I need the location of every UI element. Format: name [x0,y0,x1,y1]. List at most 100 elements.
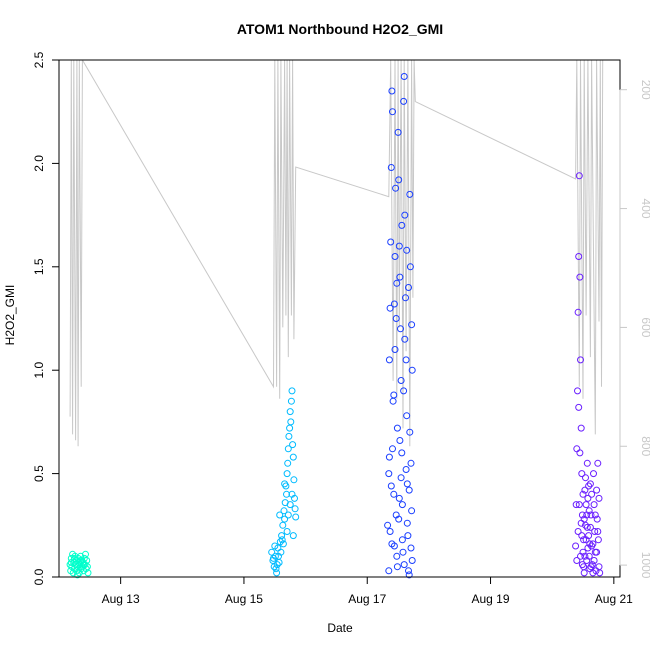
series-2 [268,387,300,577]
data-point [596,569,604,577]
data-point [574,528,582,535]
data-point [392,184,400,192]
x-tick-label: Aug 17 [348,592,386,606]
data-point [406,263,414,271]
data-point [268,548,276,556]
data-point [386,304,394,312]
data-point [401,335,409,343]
data-point [590,470,597,478]
data-point [389,445,396,453]
data-point [573,445,581,453]
data-point [577,552,584,560]
data-point [575,172,583,180]
data-point [387,164,395,171]
data-point [593,515,601,523]
data-point [575,501,583,509]
data-point [396,437,404,444]
x-axis-label: Date [327,621,353,635]
data-point [578,532,586,540]
data-point [583,523,591,531]
data-point [578,511,586,519]
data-point [279,540,287,548]
data-point [389,397,397,405]
data-point [403,519,411,527]
data-point [398,536,406,544]
data-point [395,515,403,523]
altitude-line [69,60,604,447]
data-point [397,325,404,333]
data-point [385,567,393,575]
data-point [291,505,299,513]
data-point [391,253,399,260]
data-point [80,561,88,569]
data-point [384,521,392,529]
data-point [407,459,415,467]
data-point [70,554,78,562]
data-point [573,557,581,564]
data-point [582,501,590,509]
data-point [396,273,404,281]
data-point [74,571,81,579]
data-point [586,523,594,531]
secondary-tick-label: 600 [639,317,650,337]
data-point [402,466,410,473]
data-point [595,563,603,571]
data-point [593,486,601,494]
data-point [397,474,405,482]
axes: Aug 13 Aug 15 Aug 17 Aug 19 Aug 21 0.0 0.5 1.0 1… [32,51,650,606]
data-point [574,387,581,395]
data-point [578,561,586,569]
data-point [595,494,603,502]
data-point [589,540,597,548]
y-axis-label: H2O2_GMI [3,285,17,346]
data-point [279,521,287,529]
data-point [403,480,411,488]
data-point [408,321,416,329]
data-point [402,294,409,302]
data-point [575,253,583,260]
data-point [386,528,394,535]
y-tick-label: 0.5 [32,465,46,482]
data-point [577,424,585,432]
data-point [281,480,289,488]
data-point [287,397,295,405]
data-point [594,459,602,467]
data-point [388,87,396,95]
data-point [585,552,593,560]
data-point [394,128,402,136]
data-points [66,73,604,579]
data-point [586,480,594,488]
data-point [393,563,401,571]
y-tick-label: 1.5 [32,258,46,275]
data-point [388,540,396,548]
data-point [406,428,414,436]
data-point [581,552,589,560]
y-tick-label: 2.0 [32,155,46,172]
data-point [399,548,407,556]
data-point [585,482,593,490]
series-1 [66,550,92,579]
data-point [406,190,414,198]
x-tick-label: Aug 21 [595,592,633,606]
data-point [395,242,403,250]
data-point [283,470,291,478]
data-point [584,544,592,552]
data-point [405,571,413,579]
data-point [401,211,409,219]
data-point [576,273,584,281]
plot-frame [58,59,621,578]
data-point [284,445,292,453]
secondary-tick-label: 200 [639,80,650,100]
data-point [400,387,408,395]
data-point [389,108,396,116]
data-point [387,238,395,246]
secondary-tick-label: 800 [639,436,650,456]
data-point [281,515,289,523]
data-point [271,542,279,550]
data-point [572,542,580,550]
data-point [405,567,412,575]
data-point [590,501,598,509]
data-point [585,507,593,515]
data-point [405,284,412,291]
